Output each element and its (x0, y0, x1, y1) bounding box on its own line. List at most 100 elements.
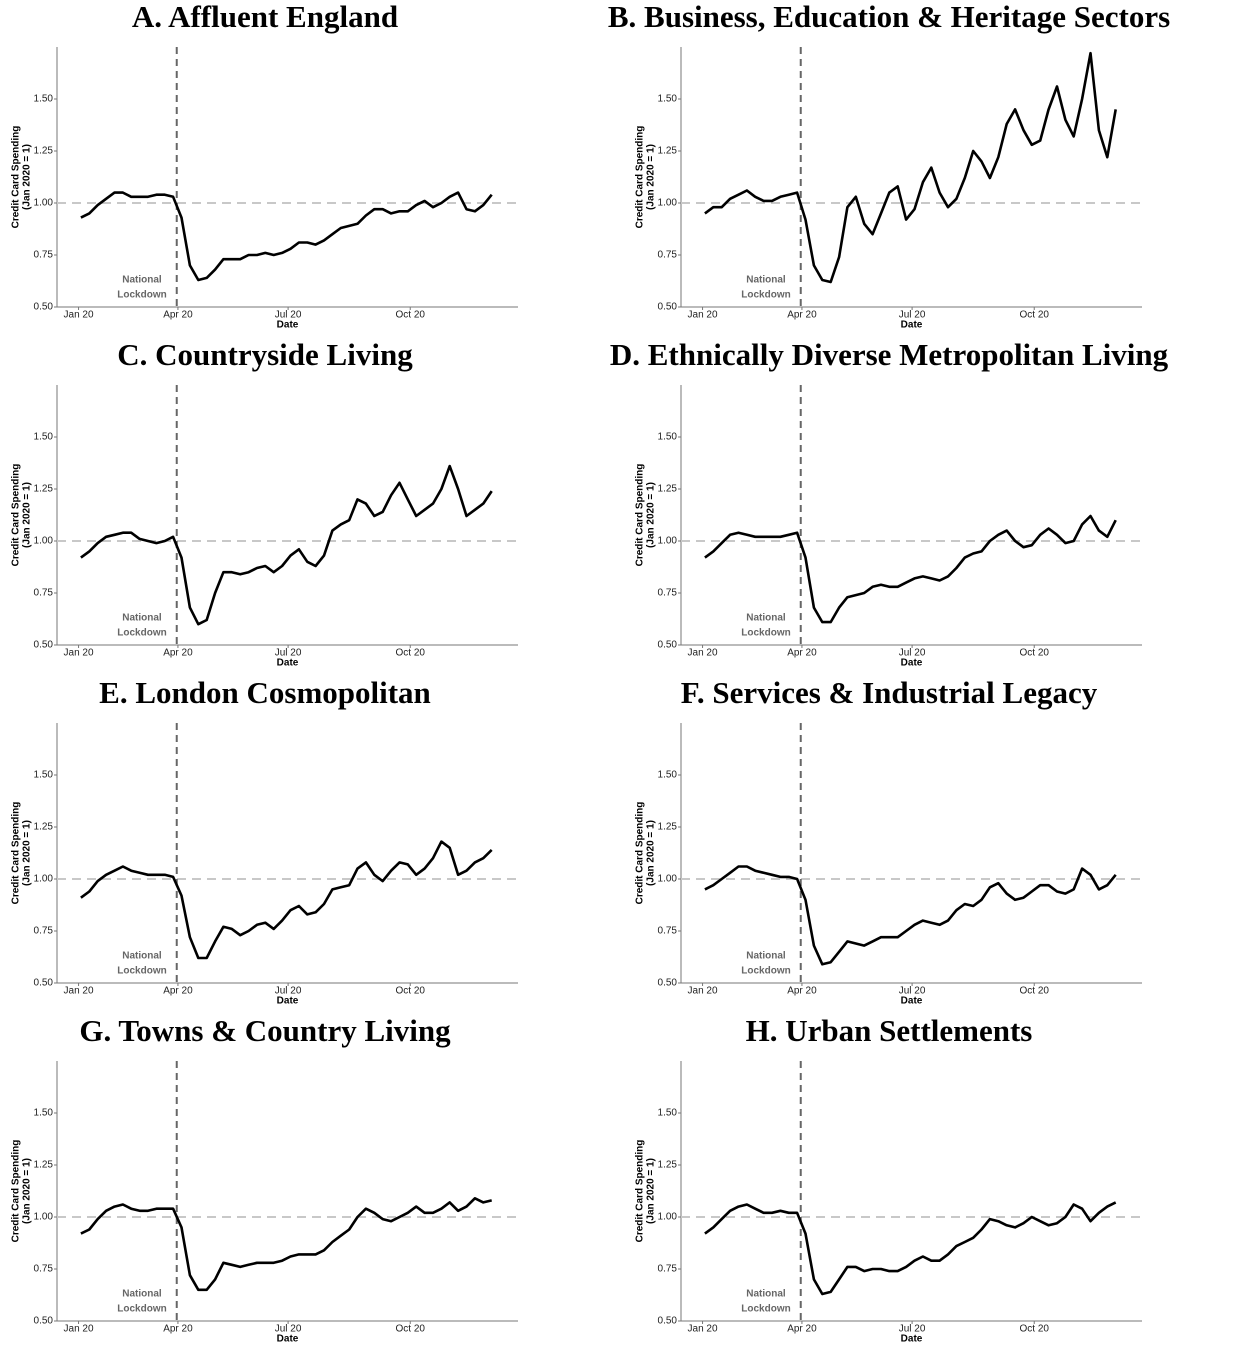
y-axis-label: Credit Card Spending (635, 1140, 646, 1243)
chart-title: C. Countryside Living (117, 337, 413, 372)
y-tick-label: 1.50 (34, 770, 54, 781)
annotation: National (746, 613, 786, 624)
y-tick-label: 0.50 (34, 1316, 54, 1327)
y-tick-label: 1.50 (658, 1108, 678, 1119)
y-tick-label: 1.00 (658, 198, 678, 209)
y-tick-label: 1.25 (34, 484, 54, 495)
y-tick-label: 0.50 (658, 302, 678, 313)
y-axis-label: (Jan 2020 = 1) (646, 482, 657, 548)
y-axis-label: Credit Card Spending (635, 126, 646, 229)
x-axis-label: Date (901, 996, 923, 1007)
panel: E. London Cosmopolitan 0.50 0.75 1.00 1.25 1.… (11, 675, 518, 1007)
y-tick-label: 1.25 (34, 1160, 54, 1171)
y-tick-label: 0.75 (34, 588, 54, 599)
x-tick-label: Apr 20 (163, 648, 193, 659)
y-tick-label: 0.50 (34, 302, 54, 313)
y-tick-label: 1.25 (658, 484, 678, 495)
x-tick-label: Apr 20 (163, 1324, 193, 1335)
panel: A. Affluent England 0.50 0.75 1.00 1.25 1.50 J… (11, 0, 518, 331)
data-line (704, 514, 1117, 624)
x-axis-label: Date (277, 658, 299, 669)
y-tick-label: 1.25 (658, 1160, 678, 1171)
y-tick-label: 1.25 (34, 822, 54, 833)
annotation: Lockdown (741, 1304, 790, 1315)
y-tick-label: 1.00 (34, 1212, 54, 1223)
x-tick-label: Oct 20 (395, 310, 425, 321)
y-tick-label: 0.75 (658, 926, 678, 937)
y-tick-label: 0.75 (658, 1264, 678, 1275)
y-axis-label: (Jan 2020 = 1) (646, 820, 657, 886)
annotation: National (746, 951, 786, 962)
x-tick-label: Apr 20 (163, 986, 193, 997)
y-axis-label: (Jan 2020 = 1) (22, 144, 33, 210)
x-tick-label: Jul 20 (275, 310, 302, 321)
y-axis-label: Credit Card Spending (635, 802, 646, 905)
x-axis-label: Date (901, 320, 923, 331)
data-line (80, 464, 493, 626)
y-axis-label: Credit Card Spending (11, 126, 22, 229)
y-axis-label: Credit Card Spending (11, 1140, 22, 1243)
x-axis-label: Date (901, 658, 923, 669)
chart-title: D. Ethnically Diverse Metropolitan Livin… (610, 337, 1169, 372)
annotation: National (746, 1289, 786, 1300)
y-tick-label: 1.50 (34, 1108, 54, 1119)
panel: B. Business, Education & Heritage Sector… (608, 0, 1170, 331)
x-axis-label: Date (277, 320, 299, 331)
chart-title: F. Services & Industrial Legacy (681, 675, 1098, 710)
x-tick-label: Jul 20 (899, 986, 926, 997)
x-tick-label: Oct 20 (395, 986, 425, 997)
x-axis-label: Date (901, 1334, 923, 1345)
x-tick-label: Jul 20 (275, 648, 302, 659)
y-axis-label: (Jan 2020 = 1) (22, 820, 33, 886)
x-tick-label: Oct 20 (395, 648, 425, 659)
y-tick-label: 0.75 (34, 1264, 54, 1275)
y-tick-label: 1.00 (34, 536, 54, 547)
annotation: National (122, 1289, 162, 1300)
annotation: National (122, 275, 162, 286)
chart-title: A. Affluent England (132, 0, 398, 34)
y-axis-label: (Jan 2020 = 1) (22, 1158, 33, 1224)
y-tick-label: 0.50 (658, 978, 678, 989)
y-tick-label: 1.25 (658, 822, 678, 833)
x-tick-label: Jan 20 (688, 648, 718, 659)
x-tick-label: Apr 20 (163, 310, 193, 321)
y-axis-label: Credit Card Spending (11, 464, 22, 567)
y-tick-label: 1.00 (658, 536, 678, 547)
x-tick-label: Oct 20 (1019, 310, 1049, 321)
x-tick-label: Apr 20 (787, 1324, 817, 1335)
y-axis-label: (Jan 2020 = 1) (646, 144, 657, 210)
y-axis-label: Credit Card Spending (11, 802, 22, 905)
y-axis-label: Credit Card Spending (635, 464, 646, 567)
y-axis-label: (Jan 2020 = 1) (646, 1158, 657, 1224)
annotation: Lockdown (741, 628, 790, 639)
x-tick-label: Jul 20 (275, 986, 302, 997)
x-tick-label: Jul 20 (899, 1324, 926, 1335)
annotation: Lockdown (117, 966, 166, 977)
data-line (704, 1201, 1117, 1296)
y-tick-label: 1.25 (658, 146, 678, 157)
x-tick-label: Jan 20 (688, 986, 718, 997)
annotation: Lockdown (741, 290, 790, 301)
x-tick-label: Oct 20 (1019, 1324, 1049, 1335)
annotation: National (122, 951, 162, 962)
data-line (80, 1197, 493, 1292)
y-tick-label: 1.00 (658, 1212, 678, 1223)
y-tick-label: 1.50 (658, 770, 678, 781)
x-tick-label: Apr 20 (787, 986, 817, 997)
y-tick-label: 0.50 (34, 640, 54, 651)
x-tick-label: Oct 20 (1019, 986, 1049, 997)
x-tick-label: Apr 20 (787, 310, 817, 321)
y-tick-label: 1.00 (658, 874, 678, 885)
panel: F. Services & Industrial Legacy 0.50 0.75 1… (635, 675, 1142, 1007)
x-tick-label: Jan 20 (64, 986, 94, 997)
y-tick-label: 0.75 (658, 250, 678, 261)
y-tick-label: 0.75 (658, 588, 678, 599)
y-tick-label: 1.50 (658, 94, 678, 105)
chart-title: H. Urban Settlements (746, 1013, 1033, 1048)
y-tick-label: 0.50 (658, 1316, 678, 1327)
x-tick-label: Jul 20 (275, 1324, 302, 1335)
chart-title: B. Business, Education & Heritage Sector… (608, 0, 1170, 34)
x-tick-label: Oct 20 (1019, 648, 1049, 659)
data-line (80, 191, 493, 282)
x-axis-label: Date (277, 1334, 299, 1345)
